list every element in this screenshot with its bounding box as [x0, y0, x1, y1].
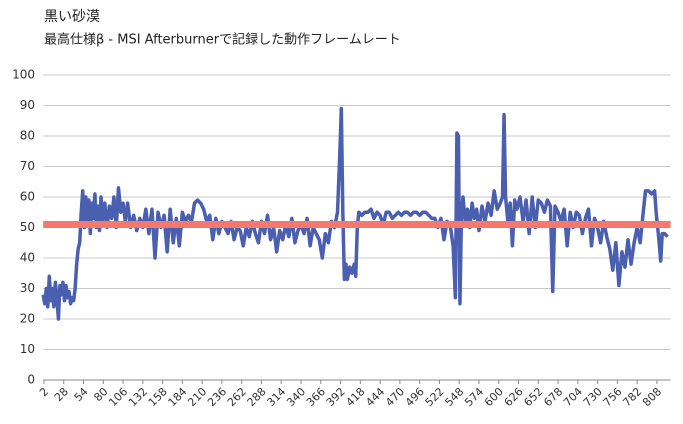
y-tick-label: 70	[20, 159, 35, 173]
x-tick-label: 444	[363, 385, 387, 409]
y-tick-label: 60	[20, 190, 35, 204]
x-tick-label: 652	[521, 385, 545, 409]
x-tick-label: 184	[166, 385, 190, 409]
x-tick-label: 28	[52, 385, 71, 404]
x-tick-label: 678	[541, 385, 565, 409]
y-tick-label: 10	[20, 342, 35, 356]
x-tick-label: 704	[561, 385, 585, 409]
y-tick-label: 100	[12, 68, 35, 82]
chart-title: 黒い砂漠	[44, 9, 100, 25]
x-tick-label: 756	[601, 385, 625, 409]
x-tick-label: 314	[264, 385, 288, 409]
x-tick-label: 366	[304, 385, 328, 409]
x-tick-label: 2	[37, 385, 51, 399]
x-tick-label: 808	[640, 385, 664, 409]
y-tick-label: 40	[20, 251, 35, 265]
x-tick-label: 262	[225, 385, 249, 409]
x-tick-label: 158	[146, 385, 170, 409]
x-tick-label: 340	[284, 385, 308, 409]
x-tick-label: 600	[482, 385, 506, 409]
x-tick-label: 132	[126, 385, 150, 409]
y-tick-label: 20	[20, 312, 35, 326]
x-tick-label: 522	[423, 385, 447, 409]
y-tick-label: 50	[20, 220, 35, 234]
x-tick-label: 470	[383, 385, 407, 409]
y-tick-label: 80	[20, 129, 35, 143]
x-tick-label: 626	[502, 385, 526, 409]
series-line	[41, 106, 669, 321]
x-tick-label: 496	[403, 385, 427, 409]
x-tick-label: 106	[106, 385, 130, 409]
x-tick-label: 418	[344, 385, 368, 409]
x-tick-label: 730	[581, 385, 605, 409]
x-tick-label: 782	[620, 385, 644, 409]
x-tick-label: 574	[462, 385, 486, 409]
x-tick-label: 288	[245, 385, 269, 409]
y-tick-label: 90	[20, 98, 35, 112]
chart-subtitle: 最高仕様β - MSI Afterburnerで記録した動作フレームレート	[44, 32, 401, 48]
x-tick-label: 548	[442, 385, 466, 409]
x-tick-label: 236	[205, 385, 229, 409]
y-tick-label: 30	[20, 281, 35, 295]
y-tick-label: 0	[27, 373, 35, 387]
x-tick-label: 54	[72, 385, 91, 404]
x-tick-label: 210	[185, 385, 209, 409]
x-tick-label: 392	[324, 385, 348, 409]
